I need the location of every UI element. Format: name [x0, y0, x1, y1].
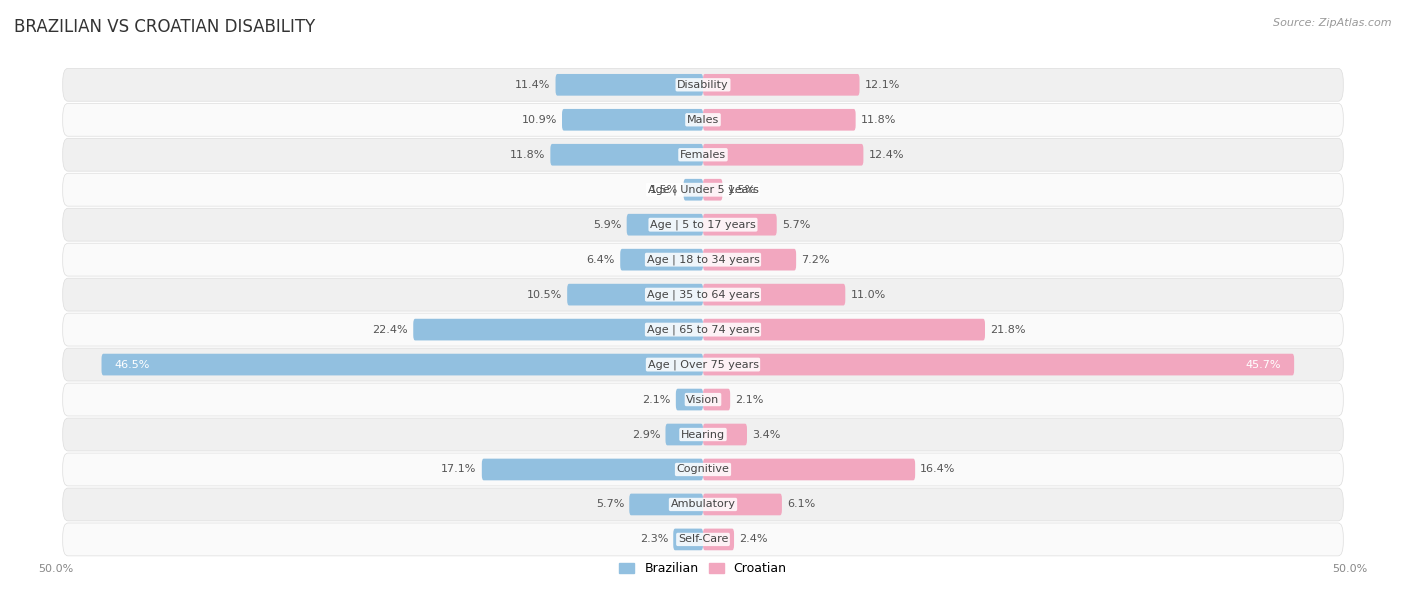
Text: 2.1%: 2.1% [643, 395, 671, 405]
FancyBboxPatch shape [703, 214, 776, 236]
Text: Females: Females [681, 150, 725, 160]
FancyBboxPatch shape [703, 284, 845, 305]
FancyBboxPatch shape [703, 458, 915, 480]
FancyBboxPatch shape [703, 249, 796, 271]
Text: 46.5%: 46.5% [114, 360, 150, 370]
FancyBboxPatch shape [630, 494, 703, 515]
Text: Males: Males [688, 115, 718, 125]
Text: 22.4%: 22.4% [373, 324, 408, 335]
Text: 5.7%: 5.7% [596, 499, 624, 509]
FancyBboxPatch shape [665, 424, 703, 446]
FancyBboxPatch shape [63, 278, 1343, 311]
Text: Age | 18 to 34 years: Age | 18 to 34 years [647, 255, 759, 265]
FancyBboxPatch shape [63, 418, 1343, 451]
Legend: Brazilian, Croatian: Brazilian, Croatian [614, 557, 792, 580]
Text: 5.9%: 5.9% [593, 220, 621, 230]
FancyBboxPatch shape [63, 348, 1343, 381]
Text: 12.4%: 12.4% [869, 150, 904, 160]
FancyBboxPatch shape [620, 249, 703, 271]
Text: Cognitive: Cognitive [676, 465, 730, 474]
Text: Age | Under 5 years: Age | Under 5 years [648, 184, 758, 195]
Text: 21.8%: 21.8% [990, 324, 1025, 335]
FancyBboxPatch shape [567, 284, 703, 305]
Text: 1.5%: 1.5% [727, 185, 756, 195]
FancyBboxPatch shape [562, 109, 703, 130]
Text: 17.1%: 17.1% [441, 465, 477, 474]
Text: BRAZILIAN VS CROATIAN DISABILITY: BRAZILIAN VS CROATIAN DISABILITY [14, 18, 315, 36]
Text: 11.0%: 11.0% [851, 289, 886, 300]
Text: 7.2%: 7.2% [801, 255, 830, 264]
FancyBboxPatch shape [703, 529, 734, 550]
FancyBboxPatch shape [627, 214, 703, 236]
FancyBboxPatch shape [63, 243, 1343, 276]
FancyBboxPatch shape [703, 319, 986, 340]
Text: Age | Over 75 years: Age | Over 75 years [648, 359, 758, 370]
FancyBboxPatch shape [63, 488, 1343, 521]
FancyBboxPatch shape [555, 74, 703, 95]
Text: 11.4%: 11.4% [515, 80, 550, 90]
Text: 2.1%: 2.1% [735, 395, 763, 405]
Text: 6.4%: 6.4% [586, 255, 614, 264]
Text: 10.9%: 10.9% [522, 115, 557, 125]
Text: 1.5%: 1.5% [650, 185, 679, 195]
Text: 45.7%: 45.7% [1246, 360, 1281, 370]
Text: Age | 35 to 64 years: Age | 35 to 64 years [647, 289, 759, 300]
FancyBboxPatch shape [703, 109, 856, 130]
Text: 10.5%: 10.5% [527, 289, 562, 300]
FancyBboxPatch shape [63, 523, 1343, 556]
FancyBboxPatch shape [63, 383, 1343, 416]
Text: 6.1%: 6.1% [787, 499, 815, 509]
Text: 5.7%: 5.7% [782, 220, 810, 230]
FancyBboxPatch shape [703, 179, 723, 201]
Text: Self-Care: Self-Care [678, 534, 728, 545]
FancyBboxPatch shape [63, 103, 1343, 136]
Text: 11.8%: 11.8% [860, 115, 896, 125]
Text: Age | 65 to 74 years: Age | 65 to 74 years [647, 324, 759, 335]
FancyBboxPatch shape [63, 313, 1343, 346]
FancyBboxPatch shape [63, 208, 1343, 241]
FancyBboxPatch shape [703, 144, 863, 166]
FancyBboxPatch shape [703, 494, 782, 515]
Text: 3.4%: 3.4% [752, 430, 780, 439]
FancyBboxPatch shape [63, 453, 1343, 486]
FancyBboxPatch shape [550, 144, 703, 166]
Text: 11.8%: 11.8% [510, 150, 546, 160]
Text: Source: ZipAtlas.com: Source: ZipAtlas.com [1274, 18, 1392, 28]
FancyBboxPatch shape [683, 179, 703, 201]
FancyBboxPatch shape [703, 389, 730, 411]
Text: 16.4%: 16.4% [921, 465, 956, 474]
Text: 12.1%: 12.1% [865, 80, 900, 90]
FancyBboxPatch shape [482, 458, 703, 480]
FancyBboxPatch shape [63, 69, 1343, 101]
FancyBboxPatch shape [101, 354, 703, 375]
Text: Hearing: Hearing [681, 430, 725, 439]
FancyBboxPatch shape [63, 173, 1343, 206]
Text: 2.4%: 2.4% [740, 534, 768, 545]
Text: Vision: Vision [686, 395, 720, 405]
Text: 2.3%: 2.3% [640, 534, 668, 545]
FancyBboxPatch shape [676, 389, 703, 411]
Text: Disability: Disability [678, 80, 728, 90]
FancyBboxPatch shape [703, 354, 1294, 375]
FancyBboxPatch shape [413, 319, 703, 340]
FancyBboxPatch shape [703, 74, 859, 95]
FancyBboxPatch shape [673, 529, 703, 550]
Text: Age | 5 to 17 years: Age | 5 to 17 years [650, 220, 756, 230]
Text: Ambulatory: Ambulatory [671, 499, 735, 509]
FancyBboxPatch shape [63, 138, 1343, 171]
Text: 2.9%: 2.9% [631, 430, 661, 439]
FancyBboxPatch shape [703, 424, 747, 446]
